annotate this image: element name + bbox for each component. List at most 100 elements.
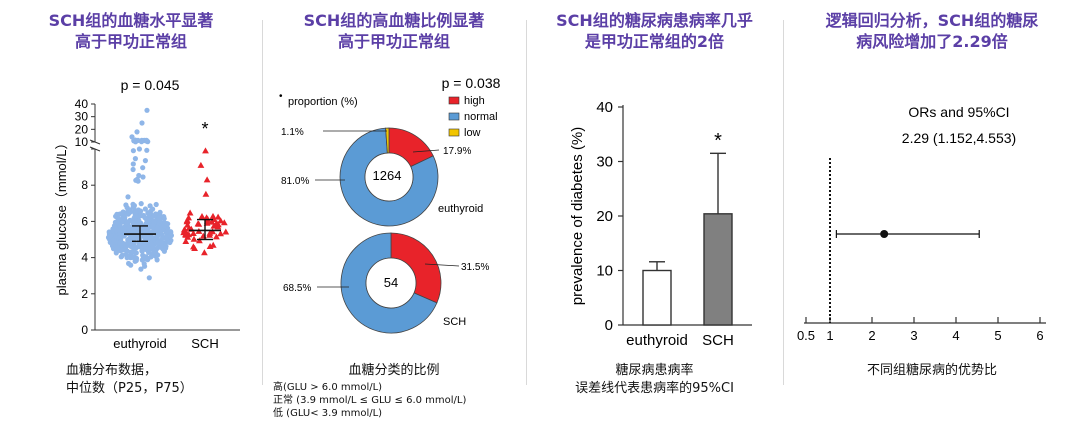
panel2-notes: 高(GLU > 6.0 mmol/L) 正常 (3.9 mmol/L ≤ GLU… xyxy=(273,381,466,420)
data-point-euthyroid xyxy=(146,275,152,281)
donut-center-n-euthyroid: 1264 xyxy=(373,168,402,183)
panel1-title: SCH组的血糖水平显著 高于甲功正常组 xyxy=(0,10,262,52)
data-point-sch xyxy=(202,147,209,154)
data-point-euthyroid xyxy=(146,211,152,218)
slice-label-low: 1.1% xyxy=(281,127,304,138)
y-tick-label: 10 xyxy=(596,263,613,280)
data-point-euthyroid xyxy=(124,220,130,226)
data-point-euthyroid xyxy=(160,235,166,241)
y-tick-label: 0 xyxy=(81,323,88,337)
data-point-euthyroid xyxy=(128,227,134,233)
panel1-title-line2: 高于甲功正常组 xyxy=(74,32,187,51)
data-point-euthyroid xyxy=(129,134,135,140)
data-point-euthyroid xyxy=(128,209,134,215)
data-point-euthyroid xyxy=(119,210,125,216)
data-point-euthyroid xyxy=(138,213,144,219)
data-point-euthyroid xyxy=(150,223,156,229)
data-point-euthyroid xyxy=(139,120,145,126)
panel4-caption: 不同组糖尿病的优势比 xyxy=(866,363,997,378)
slice-label-normal-euthyroid: 81.0% xyxy=(281,176,309,187)
legend-label-normal: normal xyxy=(464,111,498,123)
y-axis-label: plasma glucose（mmol/L） xyxy=(54,137,69,296)
data-point-euthyroid xyxy=(153,201,159,208)
odds-ratio-forest-plot: ORs and 95%CI 2.29 (1.152,4.553) 0.5 1 2 3 4… xyxy=(797,104,1046,343)
data-point-euthyroid xyxy=(119,252,125,258)
x-tick-sch: SCH xyxy=(191,336,218,351)
data-point-euthyroid xyxy=(117,234,124,240)
data-point-euthyroid xyxy=(149,241,155,247)
data-point-euthyroid xyxy=(108,233,114,239)
data-point-euthyroid xyxy=(139,248,145,254)
data-point-sch xyxy=(190,230,197,236)
x-tick-sch: SCH xyxy=(702,332,734,349)
data-point-euthyroid xyxy=(153,229,159,235)
data-point-euthyroid xyxy=(164,228,170,235)
slice-label-high-euthyroid: 17.9% xyxy=(443,146,471,157)
panel3-caption-line1: 糖尿病患病率 xyxy=(615,363,694,378)
data-point-sch xyxy=(203,176,211,183)
data-point-euthyroid xyxy=(165,221,171,227)
data-point-euthyroid xyxy=(124,205,130,211)
panel3-title: SCH组的糖尿病患病率几乎 是甲功正常组的2倍 xyxy=(527,10,782,52)
panel1-title-line1: SCH组的血糖水平显著 xyxy=(48,11,214,30)
data-point-euthyroid xyxy=(145,234,151,240)
donut-group-label-euthyroid: euthyroid xyxy=(438,203,483,215)
data-point-sch xyxy=(202,190,210,197)
data-point-euthyroid xyxy=(161,214,167,220)
data-point-euthyroid xyxy=(142,206,148,212)
data-point-euthyroid xyxy=(132,209,138,215)
y-axis-label: prevalence of diabetes (%) xyxy=(569,127,586,305)
data-point-euthyroid xyxy=(147,203,153,209)
panel3-caption: 糖尿病患病率 误差线代表患病率的95%CI xyxy=(527,362,782,398)
data-point-euthyroid xyxy=(111,237,117,243)
donut-group-label-sch: SCH xyxy=(443,316,466,328)
y-tick-label: 30 xyxy=(596,154,613,171)
data-point-euthyroid xyxy=(136,172,142,179)
data-point-euthyroid xyxy=(150,219,157,225)
data-point-euthyroid xyxy=(142,263,148,269)
data-point-euthyroid xyxy=(153,211,159,217)
data-point-sch xyxy=(184,221,191,228)
panel-diabetes-prevalence: SCH组的糖尿病患病率几乎 是甲功正常组的2倍 0 10 20 30 40 * euth… xyxy=(527,0,782,428)
data-point-euthyroid xyxy=(126,260,132,267)
data-point-euthyroid xyxy=(156,240,162,246)
data-point-sch xyxy=(209,241,217,248)
data-point-euthyroid xyxy=(156,214,162,220)
data-point-sch xyxy=(213,219,221,226)
legend-label-low: low xyxy=(464,127,481,139)
panel3-title-line2: 是甲功正常组的2倍 xyxy=(584,32,725,51)
data-point-sch xyxy=(210,216,218,222)
data-point-euthyroid xyxy=(130,166,136,173)
legend-swatch-normal xyxy=(448,112,460,121)
note-low: 低 (GLU< 3.9 mmol/L) xyxy=(273,408,383,419)
panel4-title-line1: 逻辑回归分析，SCH组的糖尿 xyxy=(825,11,1039,30)
data-point-euthyroid xyxy=(130,161,136,167)
data-point-sch xyxy=(190,235,198,242)
data-point-sch xyxy=(214,213,222,220)
data-point-euthyroid xyxy=(144,107,150,113)
y-tick-label: 30 xyxy=(75,110,89,124)
legend-swatch-low xyxy=(448,128,460,137)
data-point-sch xyxy=(217,230,224,237)
data-point-euthyroid xyxy=(138,139,145,145)
data-point-euthyroid xyxy=(124,248,130,254)
data-point-sch xyxy=(182,230,189,237)
data-point-sch xyxy=(181,226,189,233)
data-point-euthyroid xyxy=(130,148,136,154)
data-point-euthyroid xyxy=(120,240,126,246)
data-point-sch xyxy=(183,218,191,225)
data-point-euthyroid xyxy=(122,215,128,221)
data-point-euthyroid xyxy=(142,158,148,164)
note-high: 高(GLU > 6.0 mmol/L) xyxy=(273,382,383,393)
data-point-euthyroid xyxy=(138,201,144,207)
legend-label-high: high xyxy=(464,95,485,107)
data-point-euthyroid xyxy=(154,225,160,231)
data-point-sch xyxy=(217,217,225,224)
data-point-sch xyxy=(190,243,197,250)
data-point-euthyroid xyxy=(131,234,137,240)
panel-divider xyxy=(526,20,527,385)
data-point-euthyroid xyxy=(167,239,173,245)
data-point-sch xyxy=(220,219,228,226)
significance-star: * xyxy=(714,130,722,152)
